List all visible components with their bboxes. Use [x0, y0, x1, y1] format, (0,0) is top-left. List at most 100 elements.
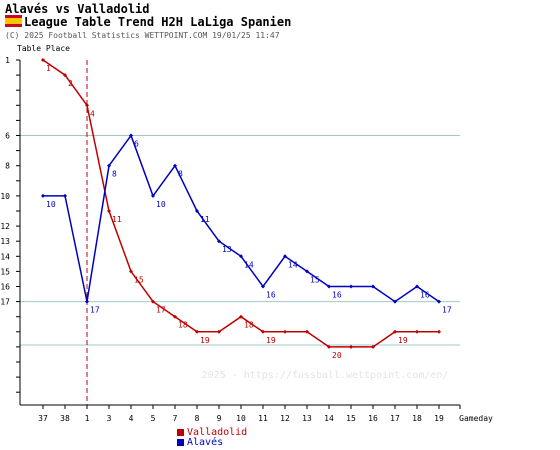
x-tick-label: 9	[217, 414, 222, 423]
series-valladolid: 1 2 4 11 15 17 18 19 18 19 20 19	[41, 58, 441, 360]
x-tick-label: 5	[151, 414, 156, 423]
x-tick-label: 10	[236, 414, 246, 423]
y-tick-label: 16	[0, 283, 10, 292]
y-tick-label: 17	[0, 298, 10, 307]
legend-item-alaves: Alavés	[177, 436, 247, 448]
data-point	[107, 163, 111, 168]
data-point	[261, 329, 265, 334]
x-tick-label: 18	[412, 414, 422, 423]
x-tick-label: 7	[173, 414, 178, 423]
x-tick-label: 19	[434, 414, 444, 423]
data-label: 16	[420, 291, 430, 300]
x-tick-label: 38	[60, 414, 70, 423]
data-point	[283, 329, 287, 334]
data-label: 15	[310, 275, 320, 284]
copyright-note: (C) 2025 Football Statistics WETTPOINT.C…	[5, 31, 280, 40]
x-tick-label: 11	[258, 414, 268, 423]
data-point	[327, 344, 331, 349]
data-point	[41, 193, 45, 198]
data-point	[305, 329, 309, 334]
data-label: 6	[134, 140, 139, 149]
chart-title: Alavés vs Valladolid	[5, 2, 150, 16]
y-tick-label: 14	[0, 252, 10, 261]
data-label: 4	[90, 109, 95, 118]
data-point	[437, 299, 441, 304]
data-point	[349, 344, 353, 349]
data-label: 14	[288, 260, 298, 269]
x-axis-label: Gameday	[459, 414, 493, 423]
x-tick-label: 13	[302, 414, 312, 423]
data-point	[371, 284, 375, 289]
x-tick-label: 15	[346, 414, 356, 423]
data-point	[129, 133, 133, 138]
data-point	[393, 299, 397, 304]
legend-label-alaves: Alavés	[187, 436, 224, 448]
data-label: 10	[46, 200, 56, 209]
data-label: 8	[112, 170, 117, 179]
data-point	[305, 269, 309, 274]
data-label: 8	[178, 170, 183, 179]
y-tick-label: 15	[0, 267, 10, 276]
data-point	[239, 254, 243, 259]
data-point	[85, 103, 89, 108]
data-point	[195, 209, 199, 213]
data-label: 14	[244, 260, 254, 269]
legend-label-valladolid: Valladolid	[187, 426, 248, 438]
y-tick-label: 6	[5, 132, 10, 141]
data-point	[195, 329, 199, 334]
data-point	[327, 284, 331, 289]
x-tick-label: 3	[107, 414, 112, 423]
y-tick-label: 8	[5, 162, 10, 171]
data-label: 11	[112, 215, 122, 224]
y-axis-label: Table Place	[17, 44, 70, 53]
data-point	[151, 193, 155, 198]
data-label: 17	[156, 306, 166, 315]
x-tick-label: 8	[195, 414, 200, 423]
data-label: 16	[332, 291, 342, 300]
data-point	[217, 239, 221, 244]
data-point	[349, 284, 353, 289]
y-tick-label: 1	[5, 56, 10, 65]
x-tick-label: 1	[85, 414, 90, 423]
x-tick-label: 37	[38, 414, 48, 423]
data-label: 20	[332, 351, 342, 360]
data-point	[261, 284, 265, 289]
chart-subtitle: League Table Trend H2H LaLiga Spanien	[24, 15, 292, 29]
data-point	[63, 193, 67, 198]
data-point	[151, 299, 155, 304]
legend-swatch-valladolid	[177, 428, 184, 436]
data-label: 10	[156, 200, 166, 209]
data-label: 13	[222, 245, 232, 254]
data-point	[41, 58, 45, 62]
data-label: 17	[442, 306, 452, 315]
x-tick-label: 14	[324, 414, 334, 423]
data-point	[415, 284, 419, 289]
data-label: 1	[46, 64, 51, 73]
data-point	[217, 329, 221, 334]
y-tick-label: 10	[0, 192, 10, 201]
data-label: 2	[68, 79, 73, 88]
data-point	[393, 329, 397, 334]
data-point	[107, 209, 111, 213]
legend-swatch-alaves	[177, 438, 184, 446]
data-point	[85, 299, 89, 304]
spain-flag-icon	[5, 15, 22, 27]
data-label: 17	[90, 306, 100, 315]
legend-item-valladolid: Valladolid	[177, 426, 248, 438]
x-tick-label: 17	[390, 414, 400, 423]
data-point	[283, 254, 287, 259]
data-point	[415, 329, 419, 334]
data-label: 19	[200, 336, 210, 345]
data-point	[239, 314, 243, 319]
series-alavs: 10 17 8 6 10 8 11 13 14 16 14 15 16 16 17	[41, 133, 452, 315]
data-point	[63, 73, 67, 78]
data-label: 18	[178, 321, 188, 330]
data-label: 19	[398, 336, 408, 345]
data-label: 15	[134, 275, 144, 284]
data-label: 18	[244, 321, 254, 330]
data-point	[129, 269, 133, 274]
x-tick-label: 4	[129, 414, 134, 423]
data-point	[371, 344, 375, 349]
data-point	[173, 163, 177, 168]
